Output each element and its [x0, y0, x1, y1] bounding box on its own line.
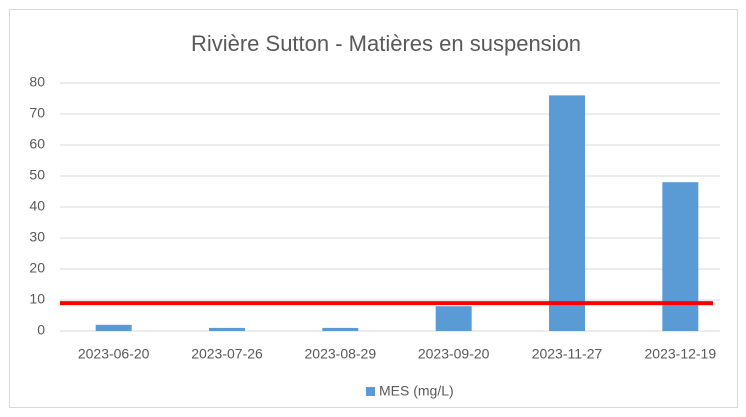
bar	[549, 95, 585, 332]
bar	[435, 306, 472, 331]
y-tick-label: 40	[29, 198, 45, 214]
legend-label: MES (mg/L)	[379, 383, 454, 399]
y-tick-label: 0	[37, 322, 45, 338]
bar	[95, 324, 132, 331]
x-tick-label: 2023-08-29	[305, 346, 377, 362]
y-tick-label: 20	[29, 260, 45, 276]
x-tick-label: 2023-11-27	[532, 346, 603, 362]
y-tick-label: 50	[29, 167, 45, 183]
chart-title: Rivière Sutton - Matières en suspension	[191, 31, 581, 56]
x-tick-label: 2023-07-26	[191, 346, 263, 362]
legend-swatch	[366, 387, 375, 396]
y-tick-label: 30	[29, 229, 45, 245]
y-tick-label: 60	[29, 136, 45, 152]
bar	[209, 327, 245, 331]
chart-border	[9, 9, 738, 408]
x-tick-label: 2023-06-20	[78, 346, 150, 362]
y-tick-label: 80	[29, 74, 45, 90]
y-tick-label: 70	[29, 105, 45, 121]
bar	[322, 327, 359, 331]
bar	[662, 182, 699, 331]
x-tick-label: 2023-12-19	[645, 346, 717, 362]
y-tick-label: 10	[29, 291, 45, 307]
x-tick-label: 2023-09-20	[418, 346, 490, 362]
